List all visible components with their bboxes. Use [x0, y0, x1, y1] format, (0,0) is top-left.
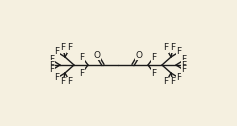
Text: F: F	[170, 77, 176, 87]
Text: F: F	[176, 73, 182, 83]
Text: F: F	[60, 43, 66, 53]
Text: F: F	[50, 60, 55, 70]
Text: F: F	[164, 43, 169, 53]
Text: F: F	[50, 55, 55, 65]
Text: F: F	[151, 69, 157, 77]
Text: O: O	[136, 51, 142, 59]
Text: F: F	[182, 66, 187, 74]
Text: F: F	[68, 43, 73, 53]
Text: F: F	[79, 69, 85, 77]
Text: F: F	[60, 77, 66, 87]
Text: F: F	[170, 43, 176, 53]
Text: F: F	[50, 66, 55, 74]
Text: F: F	[176, 48, 182, 56]
Text: F: F	[79, 53, 85, 61]
Text: F: F	[182, 55, 187, 65]
Text: F: F	[164, 77, 169, 87]
Text: F: F	[55, 73, 59, 83]
Text: O: O	[94, 51, 100, 59]
Text: F: F	[182, 60, 187, 70]
Text: F: F	[55, 48, 59, 56]
Text: F: F	[68, 77, 73, 87]
Text: F: F	[151, 53, 157, 61]
